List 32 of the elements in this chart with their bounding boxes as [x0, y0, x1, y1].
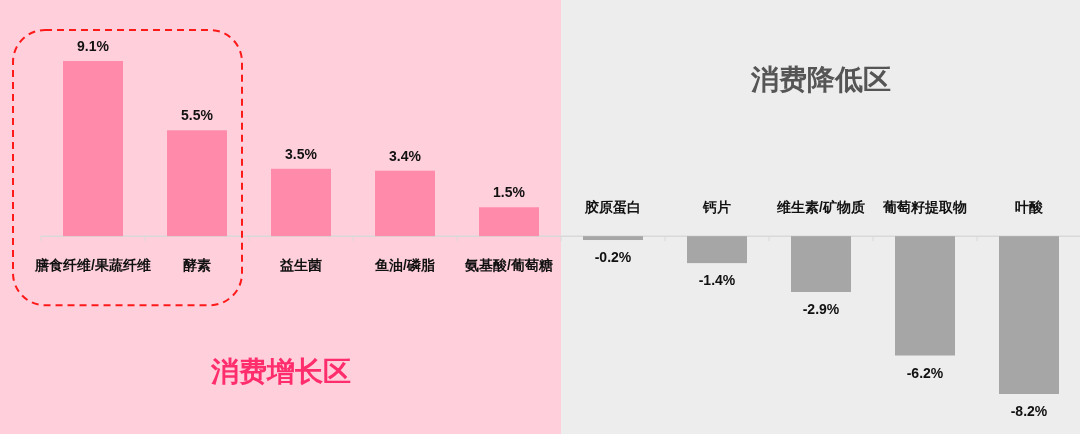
- bar: [167, 130, 227, 237]
- data-label: -0.2%: [594, 249, 632, 266]
- data-label: 9.1%: [77, 38, 110, 54]
- bar: [63, 61, 123, 237]
- bar: [791, 236, 851, 292]
- x-tick-label: 酵素: [183, 257, 211, 274]
- data-label: 3.5%: [285, 145, 318, 162]
- band-label: 消费增长区: [209, 356, 351, 387]
- x-tick-label: 氨基酸/葡萄糖: [464, 257, 553, 274]
- x-tick-label: 鱼油/磷脂: [374, 257, 435, 274]
- band-label: 消费降低区: [749, 64, 891, 95]
- data-label: -8.2%: [1010, 403, 1048, 419]
- x-tick-label: 维生素/矿物质: [776, 199, 865, 216]
- x-tick-label: 葡萄籽提取物: [882, 199, 967, 216]
- bar: [271, 168, 331, 237]
- data-label: -1.4%: [698, 272, 736, 289]
- bar: [375, 170, 435, 237]
- data-label: 3.4%: [389, 147, 422, 164]
- x-tick-label: 钙片: [702, 199, 731, 216]
- data-label: -2.9%: [802, 300, 840, 317]
- x-tick-label: 胶原蛋白: [584, 199, 641, 216]
- bar: [895, 236, 955, 356]
- x-tick-label: 膳食纤维/果蔬纤维: [34, 257, 151, 274]
- data-label: -6.2%: [906, 364, 944, 381]
- bar: [687, 236, 747, 264]
- bar: [583, 236, 643, 241]
- data-label: 5.5%: [181, 107, 214, 124]
- x-tick-label: 益生菌: [279, 257, 322, 274]
- x-tick-label: 叶酸: [1015, 199, 1044, 216]
- data-label: 1.5%: [493, 184, 526, 201]
- bar: [999, 236, 1059, 394]
- bar: [479, 207, 539, 237]
